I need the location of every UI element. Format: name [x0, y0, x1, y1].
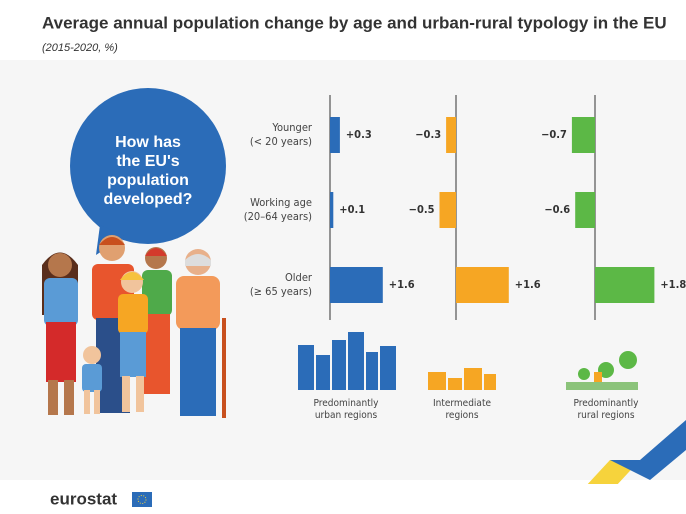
legend-label: urban regions [315, 410, 378, 421]
value-label: −0.7 [541, 128, 567, 141]
category-label: (< 20 years) [250, 135, 312, 148]
legend-label: regions [445, 410, 478, 421]
bar [330, 117, 340, 153]
bubble-line: developed? [104, 191, 193, 208]
value-label: +0.3 [346, 128, 372, 141]
value-label: −0.5 [409, 203, 435, 216]
category-label: (≥ 65 years) [250, 285, 312, 298]
value-label: +1.6 [515, 278, 541, 291]
eu-flag [132, 492, 152, 507]
bar [575, 192, 595, 228]
legend-label: Predominantly [313, 398, 379, 409]
chart-subtitle: (2015-2020, %) [42, 42, 118, 54]
value-label: −0.6 [544, 203, 570, 216]
bar [595, 267, 654, 303]
infographic: Average annual population change by age … [0, 0, 686, 514]
bar [446, 117, 456, 153]
legend-label: Intermediate [433, 398, 491, 409]
bar [330, 267, 383, 303]
bar [572, 117, 595, 153]
value-label: +1.6 [389, 278, 415, 291]
legend-label: Predominantly [573, 398, 639, 409]
legend-label: rural regions [577, 410, 634, 421]
category-label: Younger [271, 121, 313, 134]
category-label: Older [285, 271, 313, 284]
logo: eurostat [50, 489, 117, 508]
bar [456, 267, 509, 303]
bar [330, 192, 333, 228]
bubble-line: population [107, 172, 189, 189]
category-label: (20–64 years) [244, 210, 312, 223]
chart-title: Average annual population change by age … [42, 13, 667, 32]
bubble-line: How has [115, 134, 181, 151]
value-label: +0.1 [339, 203, 365, 216]
category-label: Working age [250, 196, 312, 209]
bar [440, 192, 457, 228]
value-label: −0.3 [415, 128, 441, 141]
bubble-line: the EU's [116, 153, 179, 170]
value-label: +1.8 [660, 278, 686, 291]
